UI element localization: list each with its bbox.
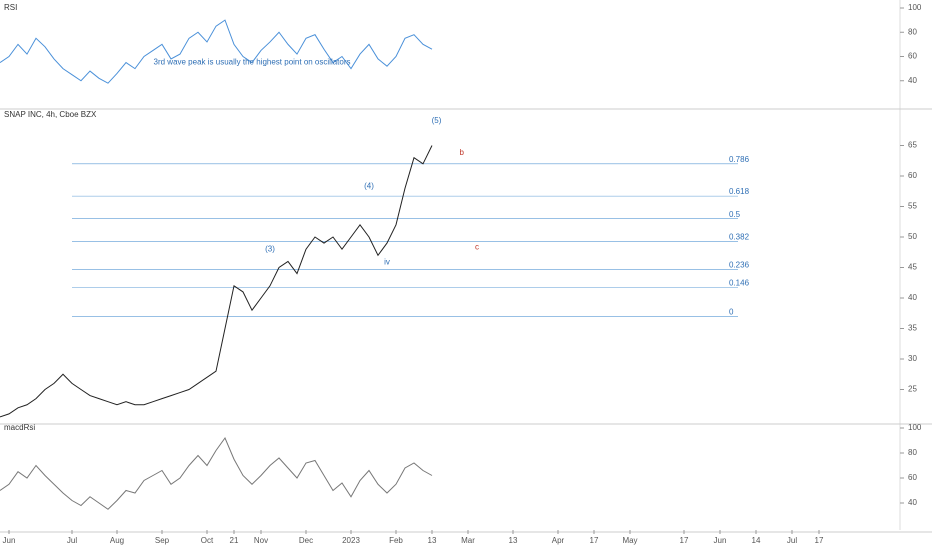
fib-label: 0.146 (729, 279, 750, 288)
x-tick-label: 13 (509, 536, 518, 545)
y-tick-label: 100 (908, 3, 922, 12)
annotation: c (475, 242, 479, 251)
x-tick-label: 13 (428, 536, 437, 545)
x-tick-label: Jul (67, 536, 77, 545)
x-tick-label: May (622, 536, 637, 545)
y-tick-label: 60 (908, 52, 917, 61)
y-tick-label: 60 (908, 171, 917, 180)
fib-label: 0.236 (729, 260, 750, 269)
x-tick-label: Apr (552, 536, 565, 545)
y-tick-label: 80 (908, 27, 917, 36)
x-tick-label: Aug (110, 536, 124, 545)
y-tick-label: 40 (908, 76, 917, 85)
annotation: b (459, 148, 464, 157)
x-tick-label: 17 (680, 536, 689, 545)
y-tick-label: 40 (908, 293, 917, 302)
x-tick-label: Mar (461, 536, 475, 545)
panel-title: macdRsi (4, 423, 35, 432)
x-tick-label: Feb (389, 536, 403, 545)
x-tick-label: Jul (787, 536, 797, 545)
y-tick-label: 80 (908, 448, 917, 457)
x-tick-label: Dec (299, 536, 313, 545)
y-tick-label: 55 (908, 202, 917, 211)
x-tick-label: 14 (752, 536, 761, 545)
x-tick-label: Sep (155, 536, 170, 545)
annotation: (5) (432, 116, 442, 125)
fib-label: 0 (729, 307, 734, 316)
series-line (0, 436, 433, 510)
y-tick-label: 65 (908, 141, 917, 150)
y-tick-label: 25 (908, 385, 917, 394)
annotation: 3rd wave peak is usually the highest poi… (154, 58, 351, 67)
panel-title: RSI (4, 3, 17, 12)
y-tick-label: 100 (908, 423, 922, 432)
x-tick-label: 17 (815, 536, 824, 545)
panel-title: SNAP INC, 4h, Cboe BZX (4, 110, 97, 119)
y-tick-label: 40 (908, 498, 917, 507)
annotation: (3) (265, 244, 275, 253)
y-tick-label: 45 (908, 263, 917, 272)
x-tick-label: 2023 (342, 536, 360, 545)
fib-label: 0.382 (729, 232, 750, 241)
x-tick-label: Oct (201, 536, 214, 545)
series-line (0, 19, 433, 84)
x-tick-label: 17 (590, 536, 599, 545)
fib-label: 0.618 (729, 187, 750, 196)
y-tick-label: 35 (908, 324, 917, 333)
fib-label: 0.786 (729, 155, 750, 164)
fib-label: 0.5 (729, 210, 741, 219)
y-tick-label: 60 (908, 473, 917, 482)
x-tick-label: Jun (3, 536, 16, 545)
series-line (0, 145, 433, 418)
y-tick-label: 50 (908, 232, 917, 241)
x-tick-label: Jun (714, 536, 727, 545)
annotation: iv (384, 258, 390, 267)
x-tick-label: Nov (254, 536, 268, 545)
y-tick-label: 30 (908, 354, 917, 363)
x-tick-label: 21 (230, 536, 239, 545)
annotation: (4) (364, 181, 374, 190)
